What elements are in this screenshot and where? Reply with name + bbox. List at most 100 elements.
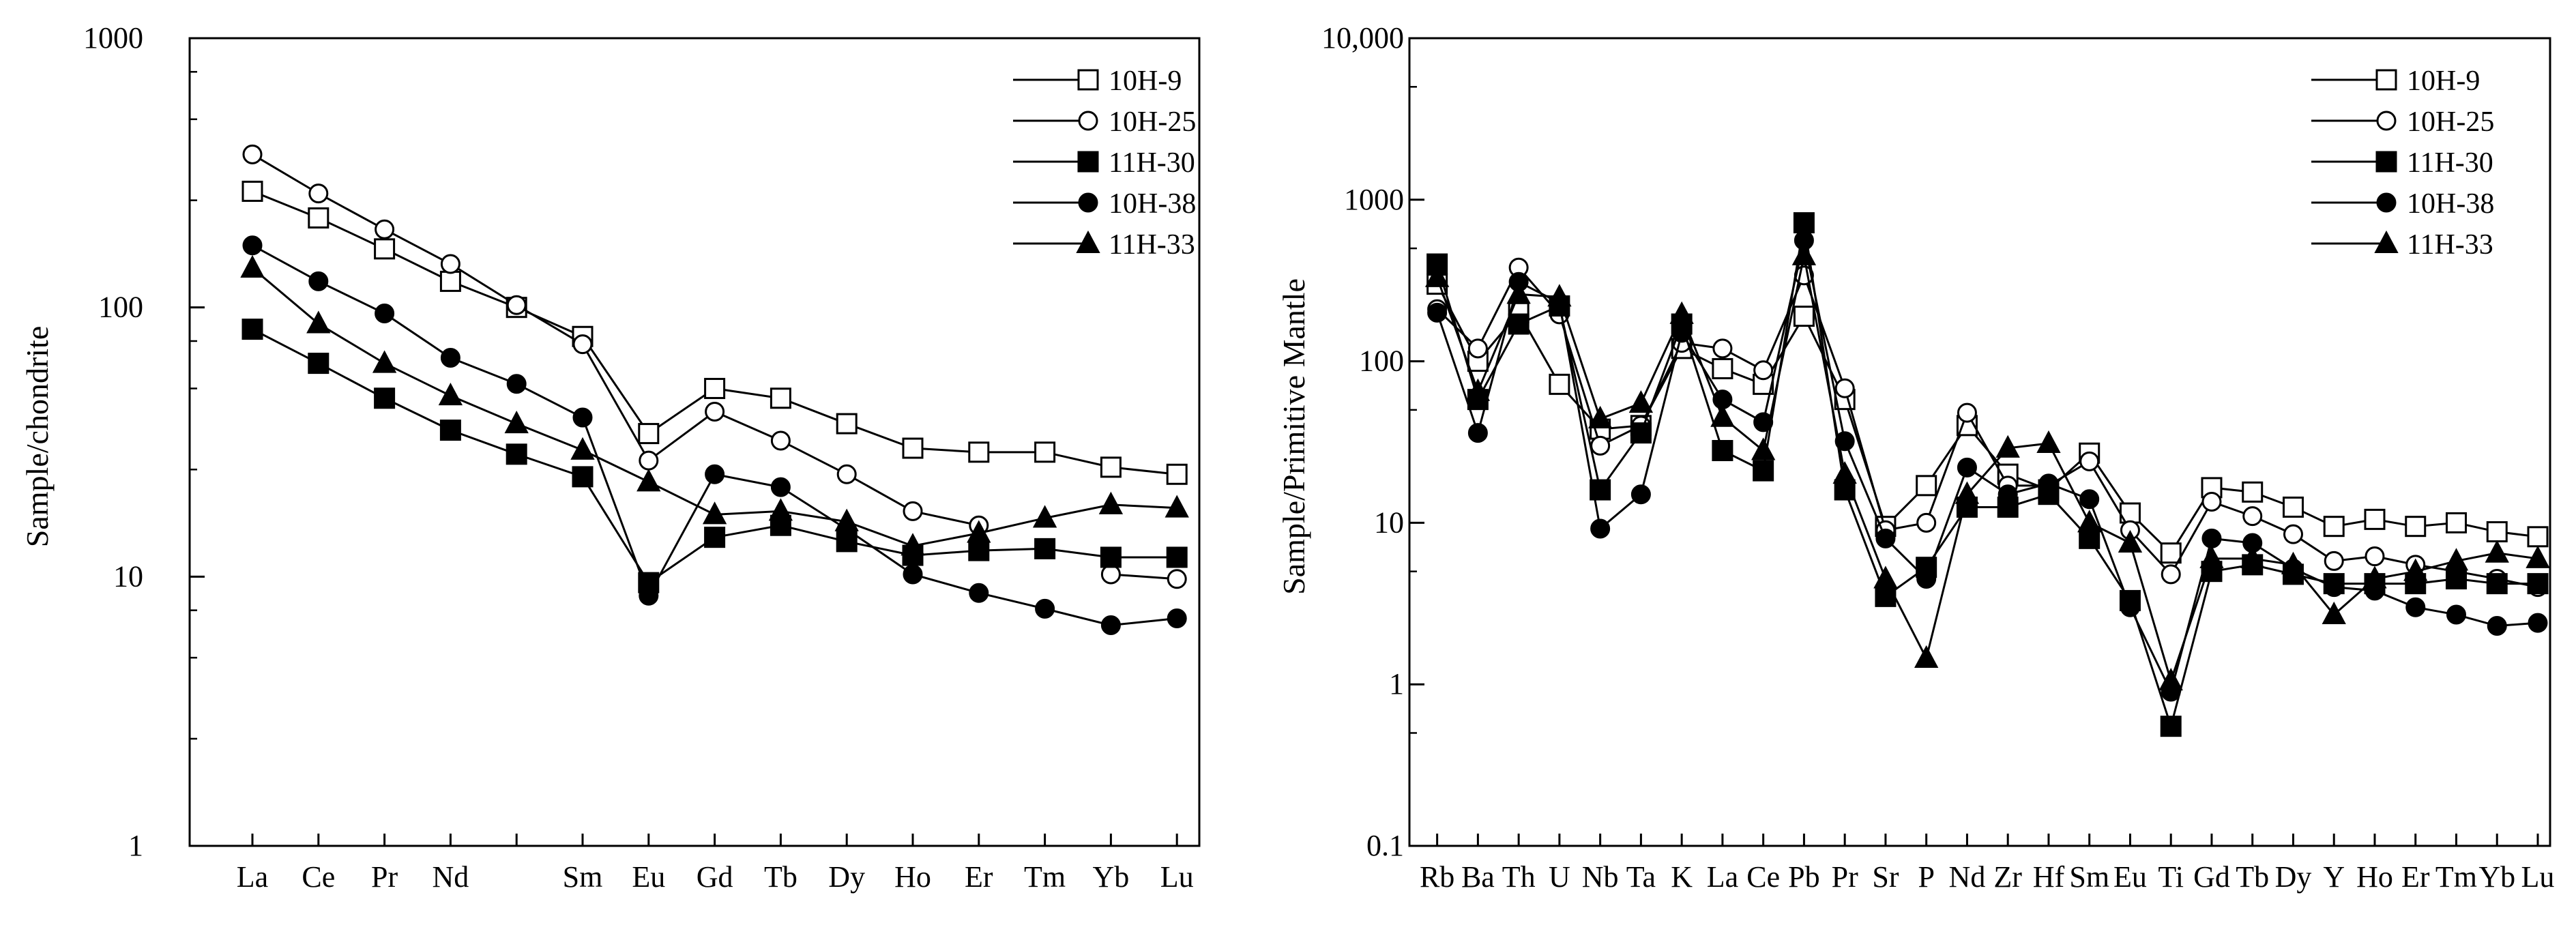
data-point (2446, 604, 2466, 625)
data-point (308, 183, 329, 204)
data-point (903, 501, 923, 521)
data-point (2362, 566, 2387, 589)
data-point (1167, 569, 1187, 589)
data-point (2324, 550, 2344, 571)
x-tick-label: Pr (1832, 860, 1858, 894)
data-point (2079, 451, 2100, 471)
data-point (2486, 573, 2508, 595)
data-point (1916, 569, 1937, 589)
legend-item: 11H-33 (2311, 229, 2493, 261)
data-point (572, 466, 594, 488)
data-point (1508, 313, 1530, 335)
series-line (1436, 240, 2538, 695)
series-line (252, 153, 980, 527)
x-tick-label: Er (965, 860, 993, 894)
legend-item: 11H-30 (1013, 147, 1195, 179)
data-point (2160, 716, 2182, 737)
x-tick-label: Yb (1093, 860, 1130, 894)
data-point (1167, 608, 1187, 628)
data-point (308, 207, 330, 229)
data-point (2120, 597, 2140, 617)
data-point (308, 271, 329, 291)
x-tick-label: Ba (1461, 860, 1495, 894)
legend-item: 11H-33 (1013, 229, 1195, 261)
data-point (1832, 460, 1857, 484)
data-point (1753, 360, 1774, 381)
data-point (903, 564, 923, 585)
data-point (1751, 437, 1776, 460)
data-point (2323, 516, 2345, 538)
data-point (506, 374, 527, 394)
data-point (572, 407, 593, 428)
x-tick-label: Ce (302, 860, 335, 894)
x-tick-label: Rb (1420, 860, 1454, 894)
data-point (1100, 615, 1121, 636)
data-point (374, 387, 396, 409)
ree-chart: 1 10 100 1000 Sample/chondrite La Ce Pr Nd Sm Eu Gd… (20, 21, 1201, 894)
data-point (704, 377, 726, 399)
y-tick-label: 10,000 (1321, 21, 1404, 55)
legend-marker (1077, 151, 1099, 173)
legend-item: 10H-25 (1013, 106, 1196, 138)
data-point (2444, 548, 2469, 571)
data-point (1955, 481, 1980, 504)
data-point (2038, 473, 2059, 494)
x-tick-label: Eu (2113, 860, 2147, 894)
data-point (704, 527, 726, 548)
data-point (1100, 456, 1122, 478)
data-point (1587, 405, 1613, 429)
data-point (1753, 460, 1774, 482)
data-point (1997, 484, 2018, 505)
data-point (1032, 505, 1057, 528)
data-point (241, 180, 263, 202)
data-point (1712, 440, 1733, 462)
data-point (1424, 264, 1450, 287)
legend-label: 10H-9 (2407, 65, 2480, 97)
legend-label: 11H-30 (2407, 147, 2493, 179)
data-point (639, 450, 659, 471)
x-tick-label: Gd (2193, 860, 2230, 894)
data-point (2036, 430, 2061, 454)
data-point (2282, 496, 2304, 518)
x-tick-label: U (1549, 860, 1570, 894)
x-tick-label: Dy (828, 860, 865, 894)
data-point (1590, 518, 1611, 539)
series-11H-33 (240, 254, 1189, 556)
x-tick-label: Nd (1949, 860, 1986, 894)
data-point (770, 430, 791, 451)
data-point (2077, 510, 2102, 533)
data-point (439, 270, 461, 292)
plot-frame (188, 37, 1201, 847)
data-point (1791, 242, 1817, 265)
x-tick-label: Tm (1024, 860, 1066, 894)
data-point (242, 144, 263, 164)
data-point (504, 410, 529, 434)
x-tick-label: La (1707, 860, 1738, 894)
legend-item: 10H-25 (2311, 106, 2494, 138)
data-point (1873, 566, 1898, 589)
x-tick-label: Th (1502, 860, 1536, 894)
x-tick-label: Nb (1582, 860, 1619, 894)
data-point (1712, 338, 1733, 359)
y-tick-label: 1000 (83, 21, 143, 55)
data-point (2324, 577, 2344, 598)
data-point (1712, 357, 1733, 379)
data-point (1034, 441, 1056, 463)
data-point (2528, 613, 2548, 633)
data-point (2487, 616, 2507, 636)
x-tick-label: Y (2323, 860, 2345, 894)
series-10H-38 (242, 235, 1187, 636)
data-point (1995, 435, 2020, 458)
data-point (836, 464, 857, 484)
data-point (636, 469, 661, 492)
x-tick-label: P (1918, 860, 1934, 894)
data-point (968, 540, 990, 561)
data-point (1467, 338, 1488, 359)
data-point (2445, 568, 2467, 590)
data-point (1100, 546, 1122, 568)
legend-marker (1078, 192, 1098, 213)
data-point (506, 443, 527, 465)
data-point (2283, 524, 2303, 544)
legend-label: 10H-25 (1109, 106, 1196, 138)
data-point (834, 508, 859, 531)
